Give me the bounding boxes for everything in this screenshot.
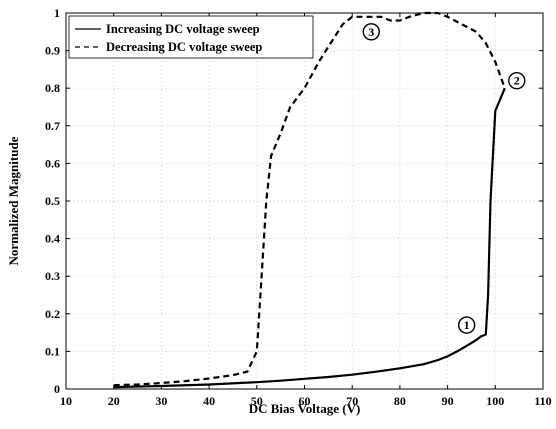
series-lines bbox=[113, 11, 506, 389]
annotation-circle bbox=[457, 316, 476, 334]
y-tick-label: 1 bbox=[54, 6, 60, 20]
legend-label-increasing: Increasing DC voltage sweep bbox=[106, 22, 260, 36]
annotation-label: 1 bbox=[464, 318, 470, 332]
x-tick-label: 100 bbox=[486, 394, 504, 408]
y-tick-label: 0.9 bbox=[45, 44, 60, 58]
x-tick-label: 10 bbox=[60, 394, 72, 408]
x-tick-label: 90 bbox=[442, 394, 454, 408]
y-tick-label: 0.2 bbox=[45, 307, 60, 321]
annotation-circle bbox=[362, 23, 380, 41]
series-decreasing-line bbox=[113, 11, 506, 387]
y-tick-label: 0.1 bbox=[45, 344, 60, 358]
grid-lines bbox=[65, 12, 544, 390]
legend: Increasing DC voltage sweep Decreasing D… bbox=[68, 15, 314, 59]
point-annotations: 1 2 3 bbox=[362, 23, 526, 334]
y-tick-label: 0.8 bbox=[45, 81, 60, 95]
series-increasing-line bbox=[113, 87, 506, 389]
annotation-label: 3 bbox=[368, 25, 374, 39]
x-tick-label: 30 bbox=[155, 394, 167, 408]
y-tick-label: 0.4 bbox=[45, 232, 60, 246]
x-tick-label: 110 bbox=[534, 394, 551, 408]
y-tick-label: 0.7 bbox=[45, 119, 60, 133]
y-tick-label: 0.6 bbox=[45, 156, 60, 170]
annotation-label: 2 bbox=[514, 74, 520, 88]
x-tick-label: 60 bbox=[299, 394, 311, 408]
y-tick-label: 0 bbox=[54, 382, 60, 396]
x-tick-label: 20 bbox=[108, 394, 120, 408]
x-tick-label: 40 bbox=[203, 394, 215, 408]
x-tick-label: 50 bbox=[251, 394, 263, 408]
y-tick-label: 0.5 bbox=[45, 194, 60, 208]
tick-labels: 10 20 30 40 50 60 70 80 90 100 110 0 0.1 0.2 0.3 0.4 0.5… bbox=[45, 6, 552, 408]
legend-box bbox=[68, 15, 314, 59]
annotation-circle bbox=[508, 71, 526, 90]
legend-label-decreasing: Decreasing DC voltage sweep bbox=[106, 40, 262, 54]
y-axis-label: Normalized Magnitude bbox=[6, 136, 21, 265]
x-tick-label: 80 bbox=[394, 394, 406, 408]
x-tick-label: 70 bbox=[346, 394, 358, 408]
plot-frame bbox=[65, 12, 544, 390]
x-axis-label: DC Bias Voltage (V) bbox=[249, 401, 361, 416]
y-tick-label: 0.3 bbox=[45, 269, 60, 283]
